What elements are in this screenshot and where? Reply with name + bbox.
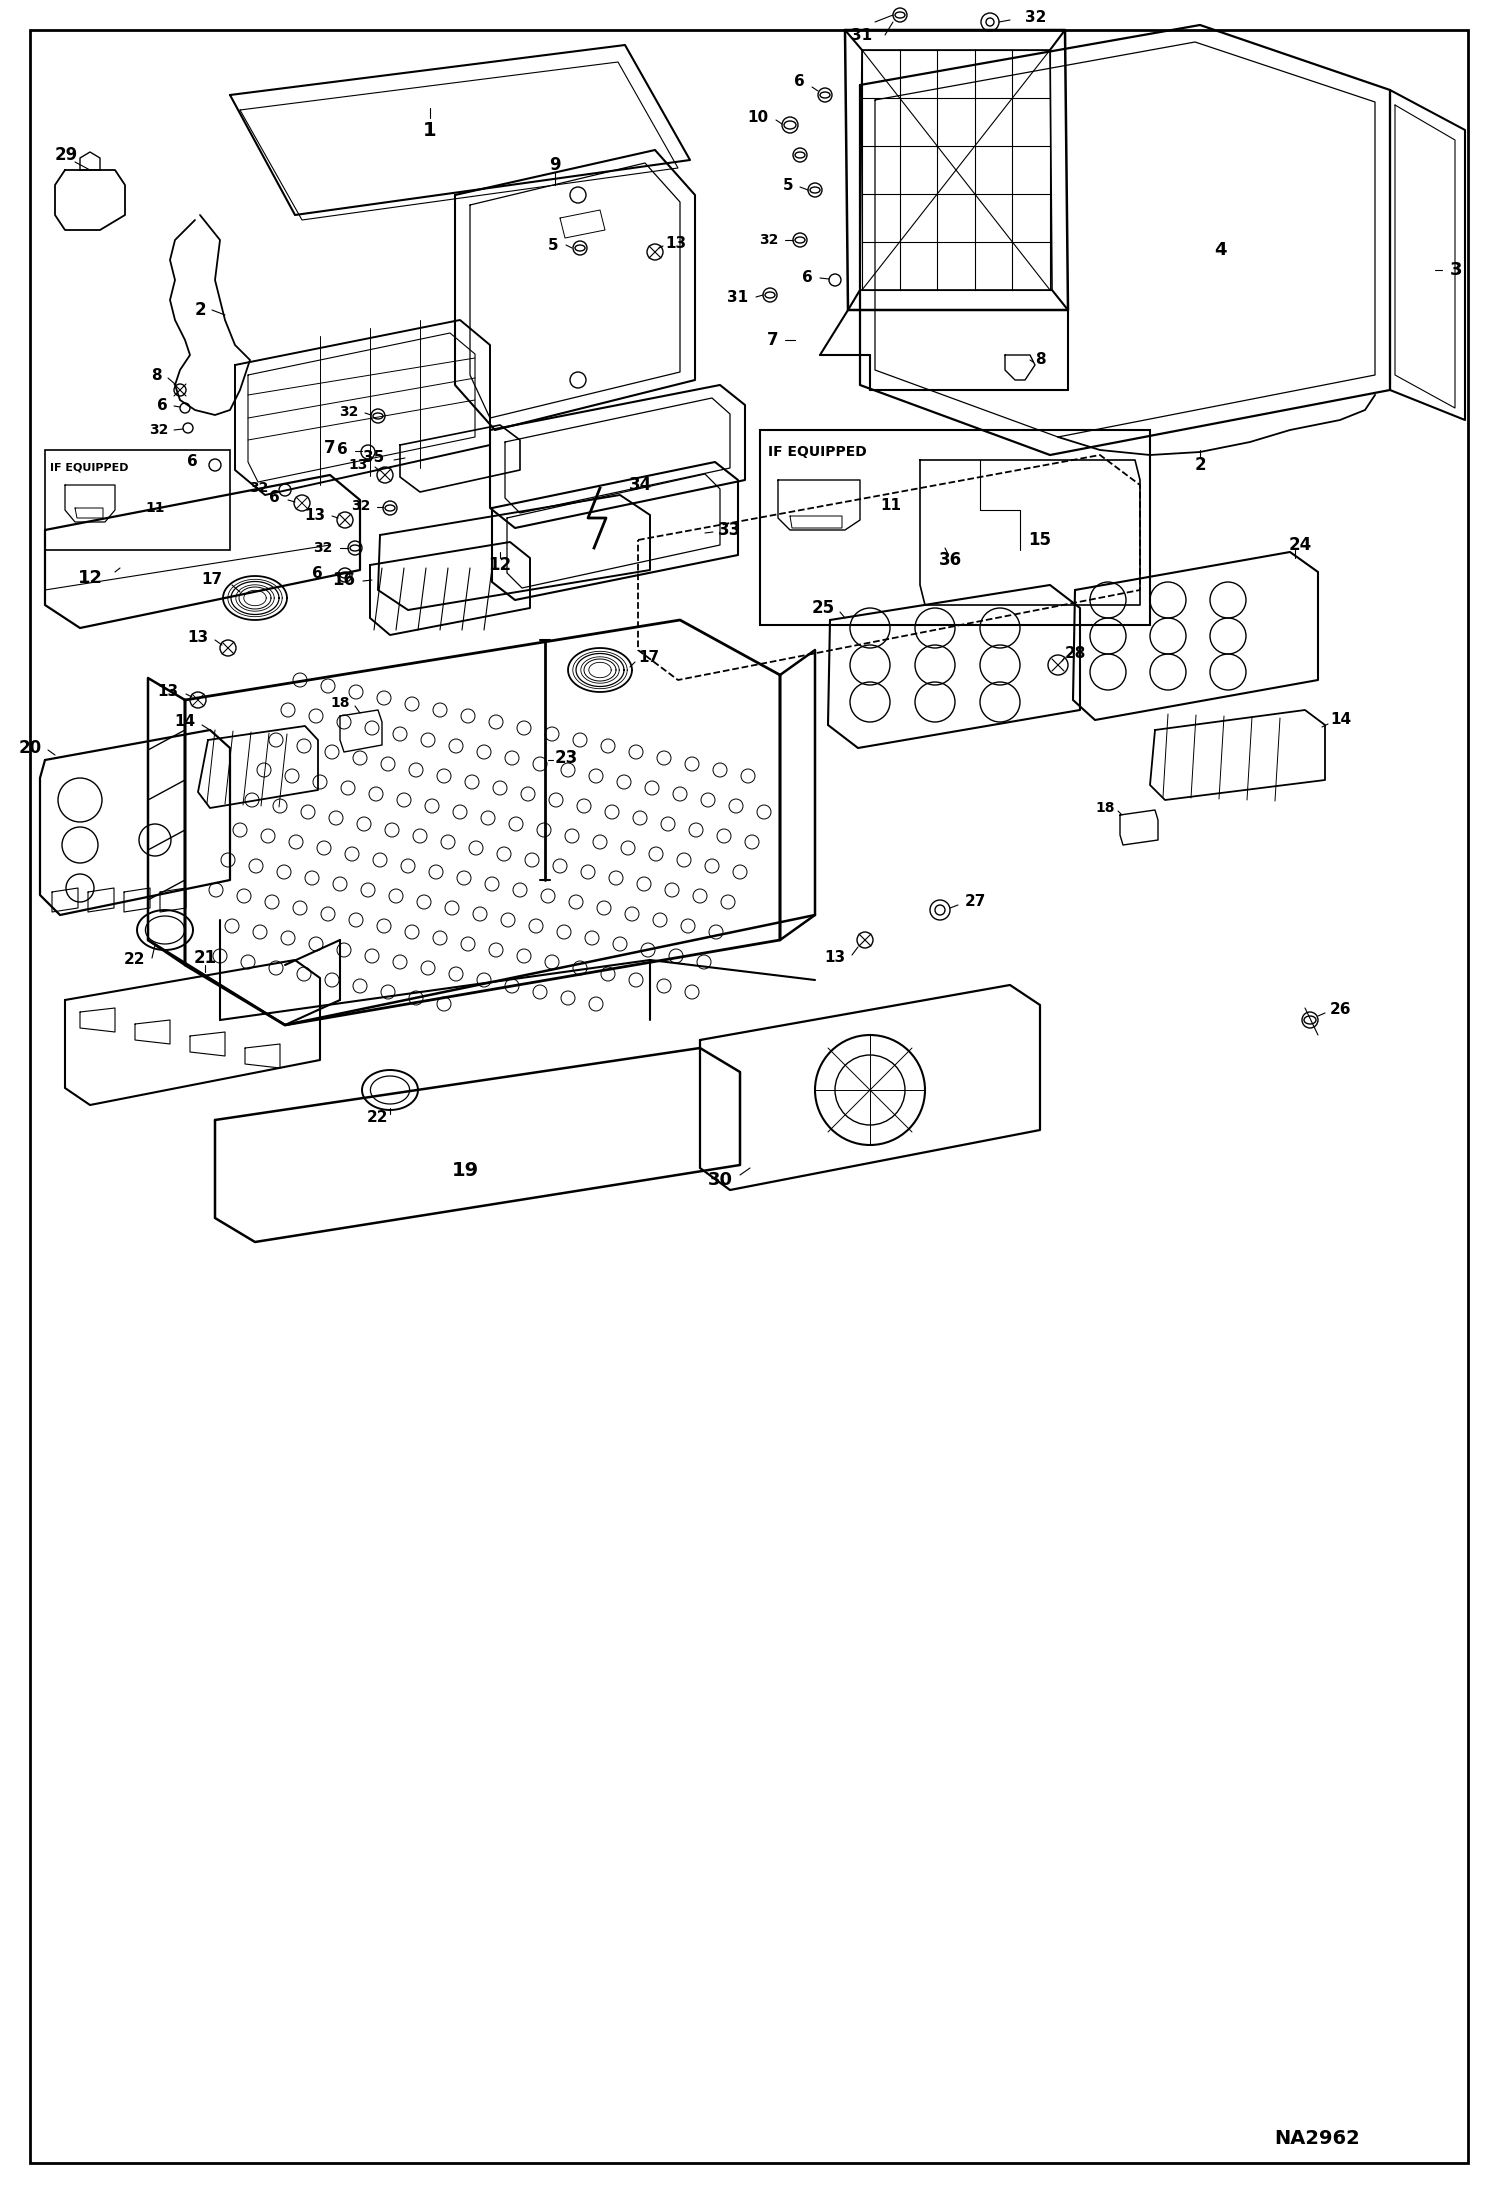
- Text: 6: 6: [312, 566, 324, 581]
- Bar: [759, 430, 1150, 625]
- Text: 25: 25: [812, 599, 834, 616]
- Text: 12: 12: [78, 568, 102, 588]
- Text: 26: 26: [1330, 1002, 1351, 1018]
- Text: 35: 35: [363, 450, 383, 465]
- Text: 1: 1: [424, 121, 437, 140]
- Text: 22: 22: [367, 1110, 389, 1125]
- Text: 31: 31: [727, 289, 748, 305]
- Text: 6: 6: [270, 491, 280, 507]
- Text: 10: 10: [748, 110, 768, 125]
- Text: 31: 31: [851, 29, 872, 42]
- Text: 32: 32: [1025, 11, 1047, 26]
- Text: 27: 27: [965, 895, 986, 910]
- Text: 32: 32: [351, 500, 370, 513]
- Text: 7: 7: [324, 439, 336, 456]
- Text: 29: 29: [55, 147, 78, 164]
- Bar: [45, 450, 231, 550]
- Text: 32: 32: [758, 232, 777, 248]
- Text: 28: 28: [1065, 645, 1086, 660]
- Text: 13: 13: [157, 684, 178, 700]
- Text: 13: 13: [824, 950, 845, 965]
- Text: 5: 5: [547, 237, 557, 252]
- Text: 13: 13: [665, 235, 686, 250]
- Text: 24: 24: [1288, 535, 1312, 555]
- Text: 19: 19: [451, 1160, 478, 1180]
- Text: 18: 18: [1095, 800, 1115, 816]
- Text: IF EQUIPPED: IF EQUIPPED: [768, 445, 867, 458]
- Text: 4: 4: [1213, 241, 1227, 259]
- Text: 6: 6: [187, 454, 198, 469]
- Text: 6: 6: [157, 397, 168, 412]
- Text: NA2962: NA2962: [1275, 2129, 1360, 2147]
- Text: 22: 22: [123, 952, 145, 967]
- Text: 32: 32: [148, 423, 168, 436]
- Text: 13: 13: [349, 458, 369, 471]
- Text: 13: 13: [187, 632, 208, 645]
- Text: 5: 5: [782, 178, 792, 193]
- Text: 23: 23: [554, 750, 578, 768]
- Text: 33: 33: [718, 522, 742, 539]
- Text: 8: 8: [151, 368, 162, 382]
- Text: 12: 12: [488, 557, 511, 575]
- Text: 2: 2: [1194, 456, 1206, 474]
- Text: IF EQUIPPED: IF EQUIPPED: [49, 463, 129, 471]
- Text: 11: 11: [879, 498, 900, 513]
- Text: 3: 3: [1450, 261, 1462, 279]
- Text: 6: 6: [803, 270, 813, 285]
- Text: 20: 20: [19, 739, 42, 757]
- Text: 17: 17: [638, 651, 659, 664]
- Text: 32: 32: [249, 480, 268, 496]
- Text: 7: 7: [767, 331, 777, 349]
- Text: 32: 32: [339, 406, 358, 419]
- Text: 15: 15: [1029, 531, 1052, 548]
- Text: 14: 14: [1330, 713, 1351, 728]
- Text: 30: 30: [707, 1171, 733, 1189]
- Text: 14: 14: [174, 715, 195, 730]
- Text: 6: 6: [794, 75, 804, 90]
- Text: 32: 32: [313, 542, 333, 555]
- Text: 2: 2: [195, 300, 207, 318]
- Text: 13: 13: [304, 507, 325, 522]
- Text: 36: 36: [938, 550, 962, 568]
- Text: 34: 34: [628, 476, 652, 493]
- Text: 9: 9: [550, 156, 560, 173]
- Text: 16: 16: [333, 570, 355, 590]
- Text: 8: 8: [1035, 353, 1046, 368]
- Text: 6: 6: [337, 443, 348, 458]
- Text: 17: 17: [201, 572, 222, 588]
- Text: 11: 11: [145, 500, 165, 515]
- Text: 21: 21: [193, 950, 217, 967]
- Text: 18: 18: [330, 695, 349, 711]
